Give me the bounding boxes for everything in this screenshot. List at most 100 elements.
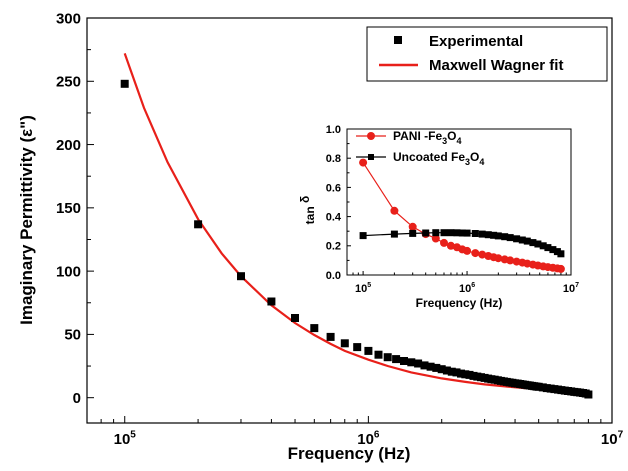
inset-point-uncoated-fe3o4 bbox=[490, 231, 498, 239]
inset-point-pani-fe3o4 bbox=[506, 256, 515, 265]
experimental-point bbox=[310, 324, 319, 333]
inset-point-uncoated-fe3o4 bbox=[523, 237, 531, 245]
inset-point-uncoated-fe3o4 bbox=[518, 236, 526, 244]
inset-point-pani-fe3o4 bbox=[440, 238, 448, 247]
experimental-point bbox=[426, 362, 435, 371]
inset-legend-label-pani: PANI -Fe3O4 bbox=[393, 129, 462, 146]
main-legend: Experimental Maxwell Wagner fit bbox=[366, 26, 608, 82]
inset-plot-marks bbox=[359, 158, 565, 273]
inset-y-axis-title: tan δ bbox=[298, 196, 317, 225]
inset-y-tick-label: 0.0 bbox=[326, 270, 341, 282]
inset-point-pani-fe3o4 bbox=[408, 222, 417, 231]
inset-point-uncoated-fe3o4 bbox=[453, 229, 461, 237]
inset-point-uncoated-fe3o4 bbox=[494, 232, 502, 240]
experimental-point bbox=[326, 332, 335, 341]
main-y-tick-label: 300 bbox=[56, 10, 81, 27]
experimental-point bbox=[291, 314, 299, 322]
main-x-tick-label: 105 bbox=[114, 429, 137, 448]
inset-point-uncoated-fe3o4 bbox=[359, 232, 367, 240]
inset-point-uncoated-fe3o4 bbox=[534, 240, 542, 248]
inset-point-pani-fe3o4 bbox=[390, 206, 399, 215]
inset-point-pani-fe3o4 bbox=[446, 241, 455, 250]
inset-legend-label-uncoated: Uncoated Fe3O4 bbox=[393, 150, 484, 167]
legend-marker-experimental bbox=[394, 36, 402, 44]
inset-point-uncoated-fe3o4 bbox=[390, 230, 398, 238]
main-y-tick-label: 150 bbox=[56, 200, 81, 217]
inset-point-pani-fe3o4 bbox=[478, 250, 487, 259]
inset-point-pani-fe3o4 bbox=[463, 246, 472, 255]
inset-point-uncoated-fe3o4 bbox=[544, 244, 552, 252]
inset-y-tick-label: 0.8 bbox=[326, 153, 341, 165]
inset-point-uncoated-fe3o4 bbox=[471, 230, 479, 237]
inset-point-uncoated-fe3o4 bbox=[409, 229, 417, 237]
main-y-tick-label: 0 bbox=[73, 390, 81, 407]
inset-point-uncoated-fe3o4 bbox=[549, 246, 557, 254]
main-y-tick-label: 250 bbox=[56, 74, 81, 91]
main-x-tick-label: 107 bbox=[601, 429, 624, 448]
experimental-point bbox=[374, 350, 383, 359]
inset-y-tick-label: 0.4 bbox=[326, 211, 342, 223]
inset-point-uncoated-fe3o4 bbox=[432, 229, 440, 237]
inset-x-axis-title: Frequency (Hz) bbox=[416, 296, 503, 310]
inset-legend-marker-uncoated bbox=[368, 154, 374, 160]
experimental-point bbox=[534, 382, 543, 391]
experimental-point bbox=[442, 366, 451, 375]
inset-point-uncoated-fe3o4 bbox=[478, 230, 486, 238]
inset-y-tick-label: 0.6 bbox=[326, 182, 341, 194]
experimental-point bbox=[237, 272, 245, 281]
main-y-axis-title: Imaginary Permittivity (ε") bbox=[17, 115, 36, 325]
inset-point-uncoated-fe3o4 bbox=[447, 229, 455, 237]
inset-point-uncoated-fe3o4 bbox=[506, 234, 514, 242]
inset-point-uncoated-fe3o4 bbox=[501, 233, 509, 241]
experimental-point bbox=[120, 79, 129, 88]
inset-point-pani-fe3o4 bbox=[556, 264, 565, 273]
inset-chart: 0.0 0.2 0.4 0.6 0.8 1.0 105 106 107 Frequency (H… bbox=[298, 124, 579, 310]
main-legend-box bbox=[366, 26, 608, 82]
experimental-point bbox=[392, 355, 401, 364]
inset-point-pani-fe3o4 bbox=[494, 254, 503, 263]
inset-y-axis-title-symbol: δ bbox=[298, 196, 312, 203]
inset-point-uncoated-fe3o4 bbox=[529, 239, 537, 247]
main-x-tick-label: 106 bbox=[357, 429, 380, 448]
experimental-point bbox=[432, 363, 441, 372]
experimental-point bbox=[340, 339, 349, 348]
experimental-point bbox=[420, 361, 429, 370]
experimental-point bbox=[447, 367, 456, 376]
inset-point-uncoated-fe3o4 bbox=[539, 242, 547, 250]
inset-axis-ticks: 0.0 0.2 0.4 0.6 0.8 1.0 105 106 107 bbox=[326, 124, 579, 295]
experimental-point bbox=[194, 220, 203, 229]
inset-y-tick-label: 0.2 bbox=[326, 241, 341, 253]
experimental-point bbox=[267, 297, 276, 306]
main-plot-marks bbox=[120, 53, 593, 399]
experimental-point bbox=[407, 358, 416, 367]
inset-legend: PANI -Fe3O4 Uncoated Fe3O4 bbox=[356, 129, 484, 167]
inset-point-uncoated-fe3o4 bbox=[484, 231, 492, 239]
experimental-point bbox=[414, 359, 423, 368]
inset-x-tick-label: 107 bbox=[563, 282, 579, 295]
experimental-point bbox=[364, 346, 373, 355]
main-y-tick-label: 100 bbox=[56, 263, 81, 280]
inset-point-pani-fe3o4 bbox=[359, 158, 368, 167]
experimental-point bbox=[461, 370, 470, 379]
experimental-point bbox=[437, 365, 446, 374]
legend-label-experimental: Experimental bbox=[429, 33, 523, 50]
inset-x-tick-label: 105 bbox=[355, 282, 371, 295]
inset-y-tick-label: 1.0 bbox=[326, 124, 341, 136]
inset-point-uncoated-fe3o4 bbox=[513, 235, 521, 243]
inset-point-uncoated-fe3o4 bbox=[458, 229, 466, 237]
experimental-point bbox=[584, 390, 593, 399]
inset-point-uncoated-fe3o4 bbox=[463, 229, 471, 237]
inset-x-tick-label: 106 bbox=[459, 282, 475, 295]
inset-point-uncoated-fe3o4 bbox=[440, 229, 448, 237]
inset-y-axis-title-main: tan bbox=[303, 206, 317, 224]
experimental-point bbox=[353, 343, 362, 352]
inset-point-uncoated-fe3o4 bbox=[422, 229, 430, 237]
experimental-point bbox=[457, 369, 465, 378]
inset-legend-marker-pani bbox=[367, 132, 375, 140]
inset-point-pani-fe3o4 bbox=[471, 249, 480, 258]
main-y-tick-label: 200 bbox=[56, 137, 81, 154]
legend-label-maxwell-wagner: Maxwell Wagner fit bbox=[429, 57, 563, 74]
inset-point-uncoated-fe3o4 bbox=[557, 250, 565, 258]
